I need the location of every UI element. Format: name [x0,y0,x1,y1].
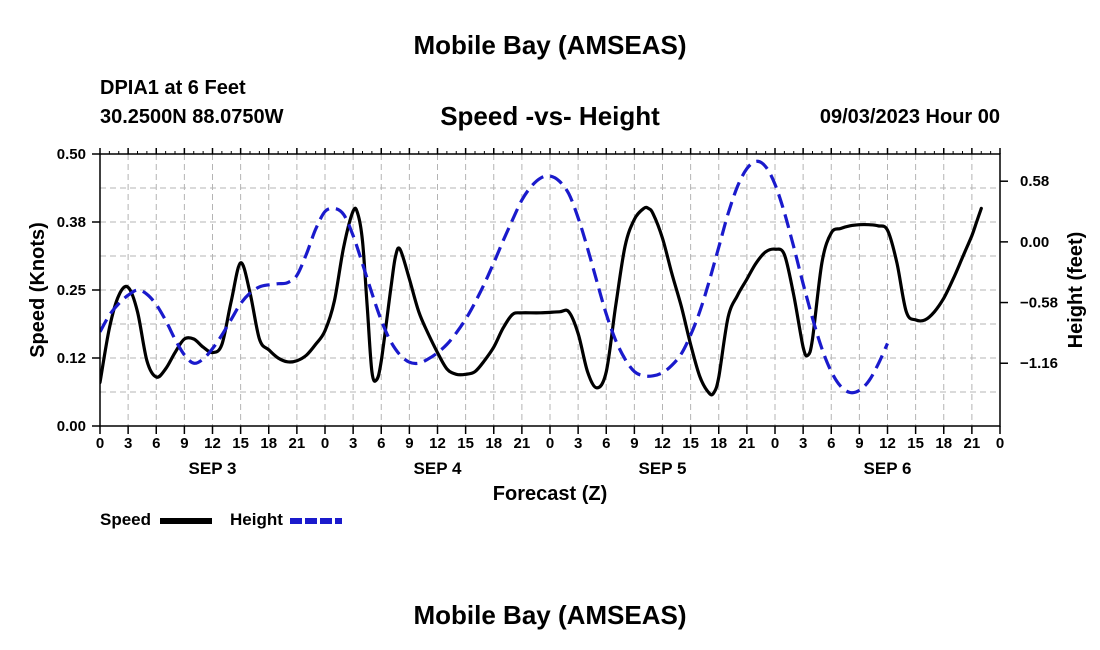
grid-lines [100,154,1000,426]
x-tick-label: 9 [180,435,188,452]
series-layer [100,159,983,397]
station-label: DPIA1 at 6 Feet [100,77,246,99]
x-tick-label: 6 [827,435,835,452]
x-tick-label: 21 [514,435,531,452]
x-tick-label: 0 [546,435,554,452]
x-tick-label: 9 [630,435,638,452]
y-tick-label: 0.00 [57,418,86,435]
y2-tick-label: 0.58 [1020,173,1049,190]
x-tick-label: 0 [321,435,329,452]
x-tick-label: 9 [405,435,413,452]
x-tick-label: 15 [682,435,699,452]
day-label: SEP 5 [639,459,687,478]
day-label: SEP 6 [864,459,912,478]
y-tick-label: 0.50 [57,146,86,163]
day-label: SEP 4 [414,459,462,478]
x-tick-label: 3 [574,435,582,452]
y-axis-title: Speed (Knots) [27,222,49,358]
x-tick-label: 12 [204,435,221,452]
x-tick-label: 3 [349,435,357,452]
x-tick-label: 12 [654,435,671,452]
chart-main-title: Mobile Bay (AMSEAS) [413,30,687,60]
x-tick-label: 6 [377,435,385,452]
y2-tick-label: −1.16 [1020,355,1058,372]
x-tick-label: 12 [429,435,446,452]
legend-height-label: Height [230,510,283,529]
legend: Speed Height [100,510,342,529]
x-tick-label: 21 [739,435,756,452]
bottom-chart-title: Mobile Bay (AMSEAS) [413,600,687,630]
x-tick-label: 3 [799,435,807,452]
x-tick-label: 18 [710,435,727,452]
axis-labels: 0 3 6 9 12 15 18 21 0 3 6 9 12 15 18 21 0 3 6 9 12 15 18 21 0 3 6 9… [57,146,1058,478]
x-tick-label: 21 [964,435,981,452]
series-line-speed [100,205,983,397]
y-tick-label: 0.12 [57,350,86,367]
x-axis-title: Forecast (Z) [493,483,607,505]
y2-tick-label: −0.58 [1020,295,1058,312]
x-tick-label: 15 [907,435,924,452]
legend-speed-label: Speed [100,510,151,529]
plot-frame [99,153,1001,427]
x-tick-label: 0 [96,435,104,452]
y-tick-label: 0.38 [57,214,86,231]
x-tick-label: 21 [289,435,306,452]
x-tick-label: 6 [152,435,160,452]
x-tick-label: 3 [124,435,132,452]
series-line-height [100,159,889,395]
x-tick-label: 15 [457,435,474,452]
x-tick-label: 6 [602,435,610,452]
x-tick-label: 18 [485,435,502,452]
x-tick-label: 12 [879,435,896,452]
day-label: SEP 3 [189,459,237,478]
x-tick-label: 0 [771,435,779,452]
chart-subtitle: Speed -vs- Height [440,101,660,131]
forecast-datetime: 09/03/2023 Hour 00 [819,106,1000,128]
axis-ticks [92,148,1008,434]
y2-axis-title: Height (feet) [1065,232,1087,349]
x-tick-label: 18 [260,435,277,452]
x-tick-label: 15 [232,435,249,452]
x-tick-label: 18 [935,435,952,452]
station-coordinates: 30.2500N 88.0750W [100,106,284,128]
y-tick-label: 0.25 [57,282,86,299]
x-tick-label: 9 [855,435,863,452]
y2-tick-label: 0.00 [1020,234,1049,251]
x-tick-label: 0 [996,435,1004,452]
